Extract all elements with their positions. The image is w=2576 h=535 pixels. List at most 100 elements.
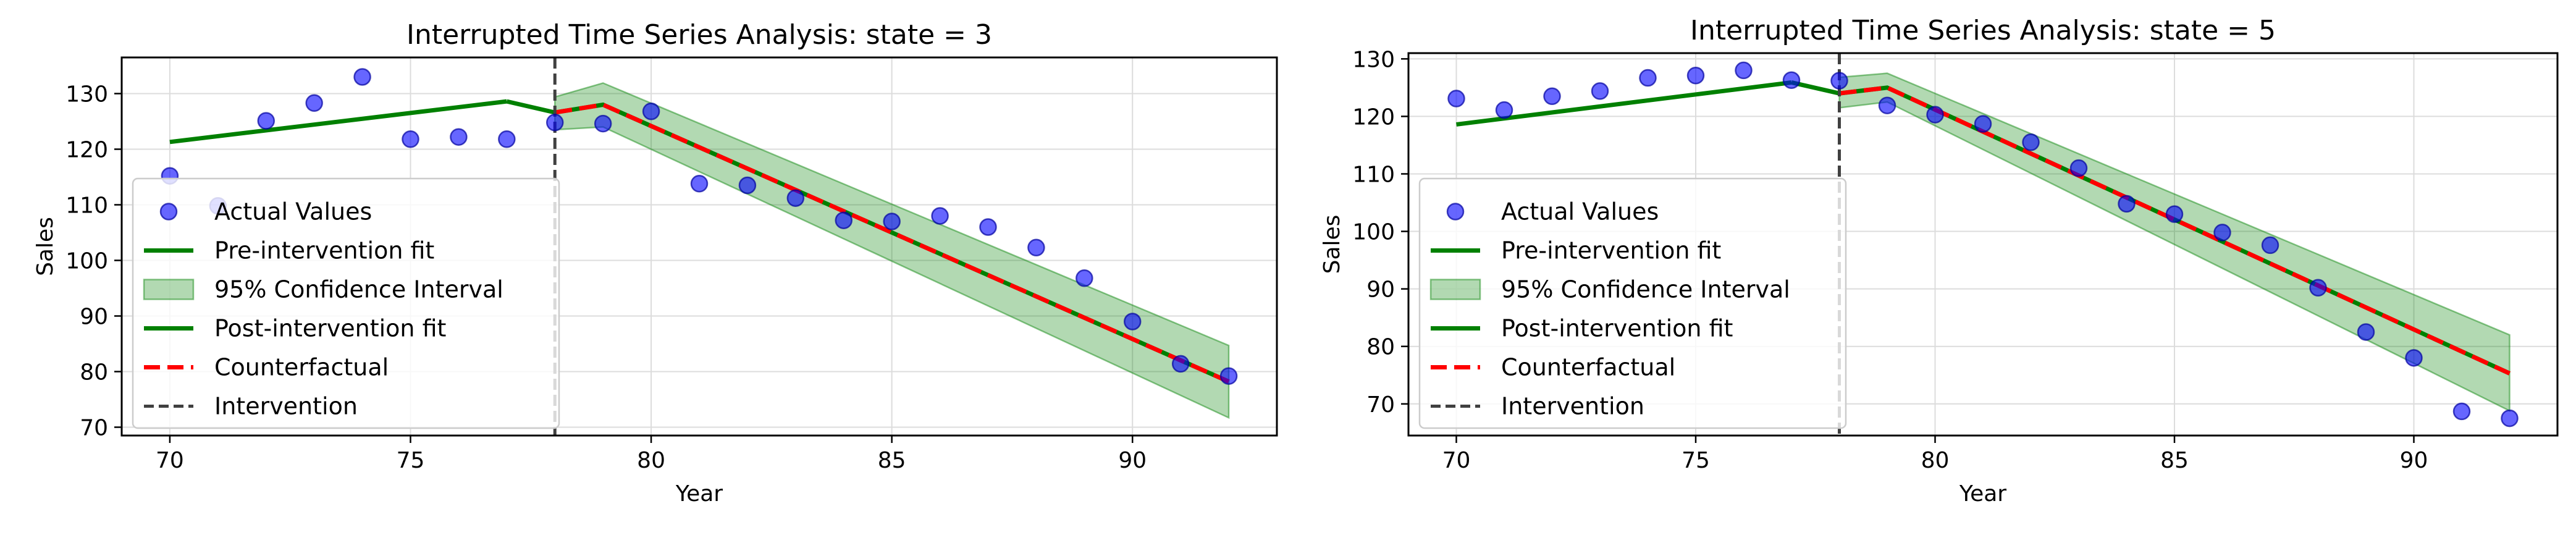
data-point [1639,69,1657,87]
x-tick-label: 90 [2400,448,2428,473]
x-axis-label: Year [1959,481,2006,507]
legend: Actual Values Pre-intervention fit 95% Con… [1418,177,1847,429]
data-point [1124,313,1142,331]
y-tick-label: 100 [1352,220,1395,245]
x-tick-label: 85 [2160,448,2189,473]
y-tick-label: 80 [1366,335,1395,360]
data-point [2118,195,2136,213]
data-point [402,130,419,148]
data-point [979,218,997,236]
y-tick-label: 110 [1352,162,1395,187]
legend-marker-actual [1446,203,1465,221]
legend-label: 95% Confidence Interval [214,276,503,303]
chart-panel-state-5: 70 75 80 85 90 70 80 90 100 110 120 130 Interrupted … [1320,15,2559,507]
y-tick-label: 100 [65,249,108,274]
chart-title: Interrupted Time Series Analysis: state … [406,19,992,51]
data-point [2022,133,2040,151]
pre-intervention-fit-line [1456,80,1792,127]
legend-label: Post-intervention fit [1501,315,1733,342]
data-point [1027,238,1045,257]
legend-label: Counterfactual [1501,354,1675,381]
data-point [2069,159,2088,177]
legend-label: Counterfactual [214,354,389,381]
data-point [498,130,516,148]
data-point [883,213,901,230]
grid-lines [1408,53,2557,436]
x-tick-label: 75 [1682,448,1710,473]
data-point [1830,72,1848,90]
y-tick-label: 130 [65,82,108,107]
data-point [353,68,371,86]
legend-swatch-ci [1429,279,1481,300]
y-tick-label: 120 [65,138,108,163]
data-point [305,94,323,112]
x-tick-label: 70 [1442,448,1471,473]
data-point [2501,409,2519,428]
y-tick-label: 70 [80,416,108,441]
actual-points [1447,61,2519,428]
x-tick-label: 85 [878,448,906,473]
pre-intervention-fit-line [169,99,507,145]
data-point [1495,101,1513,119]
data-point [2405,349,2423,367]
data-point [738,176,757,195]
legend-label: Intervention [1501,393,1644,420]
data-point [835,211,852,229]
post-intervention-fit-line [506,99,1230,384]
legend: Actual Values Pre-intervention fit 95% Con… [132,177,560,429]
x-tick-label: 80 [637,448,665,473]
data-point [1926,106,1944,124]
legend-label: 95% Confidence Interval [1501,276,1790,303]
post-intervention-fit-line [1791,80,2511,376]
axes-frame [1407,52,2559,437]
data-point [1782,71,1801,89]
data-point [2165,205,2184,223]
legend-box [1418,177,1847,429]
legend-swatch-ci [143,279,195,300]
x-tick-label: 75 [397,448,425,473]
legend-label: Intervention [214,393,358,420]
x-tick-label: 70 [156,448,184,473]
x-tick-label: 80 [1921,448,1950,473]
data-point [786,189,805,207]
legend-label: Pre-intervention fit [214,237,434,264]
data-point [2309,279,2327,297]
legend-label: Actual Values [214,198,372,225]
legend-box [132,177,560,429]
legend-label: Post-intervention fit [214,315,446,342]
data-point [2213,224,2231,242]
data-point [2452,402,2471,421]
data-point [1171,355,1190,373]
data-point [1591,82,1609,100]
data-point [546,114,564,132]
y-tick-label: 90 [1366,277,1395,303]
y-tick-label: 110 [65,193,108,219]
chart-panel-state-3: 70 75 80 85 90 70 80 90 100 110 120 130 Interrupted … [33,19,1278,507]
data-point [2357,323,2375,341]
y-tick-label: 90 [80,305,108,330]
data-point [642,103,660,120]
x-axis-label: Year [675,481,723,507]
legend-label: Pre-intervention fit [1501,237,1721,264]
chart-title: Interrupted Time Series Analysis: state … [1690,15,2276,46]
data-point [1878,96,1896,114]
y-tick-label: 130 [1352,47,1395,72]
data-point [594,114,612,133]
data-point [1075,269,1093,287]
data-point [1543,87,1561,106]
y-tick-label: 80 [80,360,108,385]
data-point [690,175,709,193]
data-point [2261,236,2279,255]
data-point [1735,61,1753,80]
legend-marker-actual [159,203,178,221]
legend-label: Actual Values [1501,198,1659,225]
data-point [450,128,468,146]
data-point [257,112,275,130]
counterfactual-line [554,102,1230,384]
data-point [1219,367,1238,385]
y-tick-label: 120 [1352,104,1395,130]
y-tick-label: 70 [1366,392,1395,418]
y-axis-label: Sales [33,217,58,276]
counterfactual-line [1839,85,2511,376]
